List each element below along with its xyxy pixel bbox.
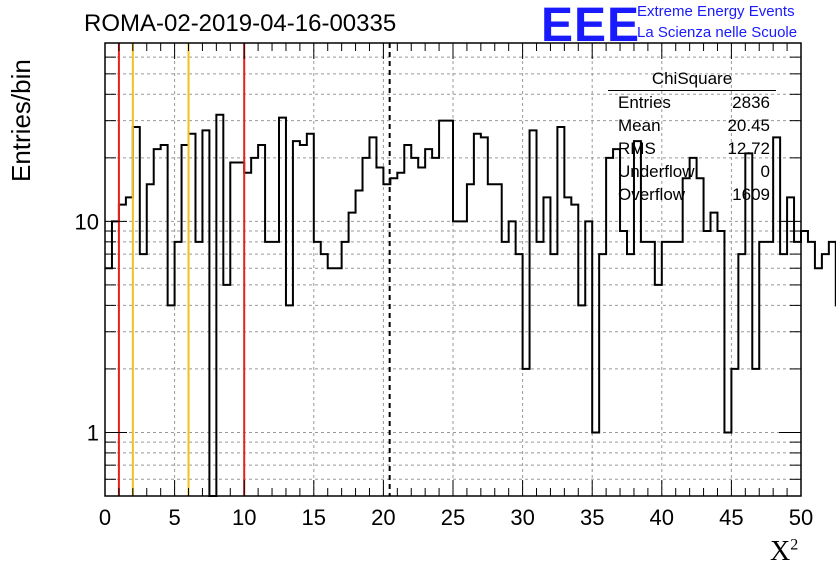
x-tick-label: 10: [232, 505, 256, 530]
y-tick-label: 1: [87, 420, 99, 445]
chart-title: ROMA-02-2019-04-16-00335: [84, 10, 397, 37]
stats-label: RMS: [618, 139, 656, 158]
x-axis-label-superscript: 2: [790, 536, 799, 554]
x-tick-label: 40: [650, 505, 674, 530]
stats-title: ChiSquare: [608, 68, 776, 91]
y-axis-label: Entries/bin: [6, 59, 36, 182]
x-tick-label: 15: [302, 505, 326, 530]
y-tick-label: 10: [75, 209, 99, 234]
stats-label: Underflow: [618, 162, 695, 181]
stats-row-overflow: Overflow 1609: [608, 183, 776, 206]
stats-value: 20.45: [727, 116, 770, 135]
x-tick-label: 20: [371, 505, 395, 530]
x-tick-label: 5: [168, 505, 180, 530]
x-tick-label: 30: [510, 505, 534, 530]
stats-value: 12.72: [727, 139, 770, 158]
stats-value: 1609: [732, 185, 770, 204]
stats-label: Overflow: [618, 185, 686, 204]
histogram-series: [105, 113, 836, 497]
stats-row-underflow: Underflow 0: [608, 160, 776, 183]
logo-line-2: La Scienza nelle Scuole: [637, 24, 798, 41]
stats-row-entries: Entries 2836: [608, 91, 776, 114]
x-tick-label: 25: [441, 505, 465, 530]
stats-box: ChiSquare Entries 2836 Mean 20.45 RMS 12.72…: [608, 68, 776, 206]
eee-logo: EEE: [541, 0, 641, 52]
stats-label: Entries: [618, 93, 671, 112]
stats-row-mean: Mean 20.45: [608, 114, 776, 137]
stats-label: Mean: [618, 116, 661, 135]
x-axis-label: X2: [770, 536, 799, 567]
logo-line-1: Extreme Energy Events: [637, 3, 795, 20]
x-tick-label: 0: [99, 505, 111, 530]
x-tick-label: 35: [580, 505, 604, 530]
x-tick-label: 50: [789, 505, 813, 530]
x-tick-label: 45: [719, 505, 743, 530]
stats-value: 2836: [732, 93, 770, 112]
stats-value: 0: [760, 162, 770, 181]
stats-row-rms: RMS 12.72: [608, 137, 776, 160]
